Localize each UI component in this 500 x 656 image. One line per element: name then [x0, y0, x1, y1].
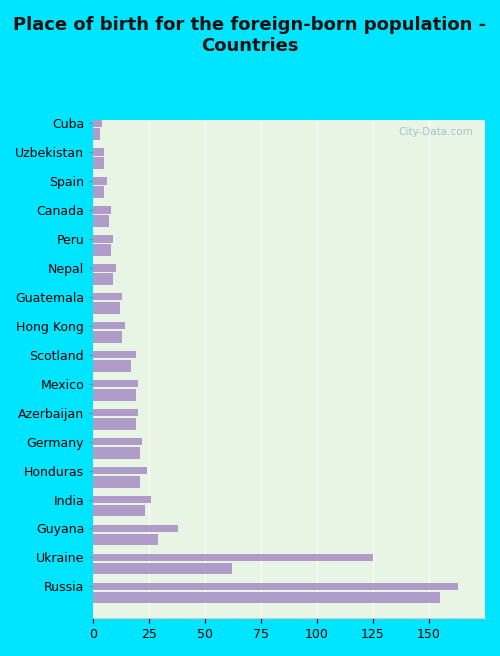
Bar [93, 177, 106, 184]
Bar [93, 389, 136, 401]
Bar [93, 438, 142, 445]
Bar [93, 380, 138, 388]
Bar [93, 447, 140, 459]
Bar [93, 186, 104, 198]
Bar [93, 331, 122, 342]
Bar [93, 148, 104, 155]
Bar [93, 554, 373, 561]
Bar [93, 351, 136, 358]
Bar [93, 592, 440, 604]
Bar [93, 157, 104, 169]
Bar [93, 322, 124, 329]
Text: City-Data.com: City-Data.com [398, 127, 473, 137]
Bar [93, 235, 114, 243]
Bar [93, 293, 122, 300]
Bar [93, 476, 140, 487]
Bar [93, 583, 458, 590]
Text: Place of birth for the foreign-born population -
Countries: Place of birth for the foreign-born popu… [14, 16, 486, 55]
Bar [93, 215, 109, 227]
Bar [93, 525, 178, 532]
Bar [93, 302, 120, 314]
Bar [93, 563, 232, 575]
Bar [93, 467, 147, 474]
Bar [93, 409, 138, 417]
Bar [93, 496, 152, 503]
Bar [93, 264, 116, 272]
Bar [93, 360, 131, 372]
Bar [93, 129, 100, 140]
Bar [93, 505, 144, 516]
Bar [93, 534, 158, 545]
Bar [93, 244, 111, 256]
Bar [93, 418, 136, 430]
Bar [93, 273, 114, 285]
Bar [93, 206, 111, 214]
Bar [93, 119, 102, 127]
